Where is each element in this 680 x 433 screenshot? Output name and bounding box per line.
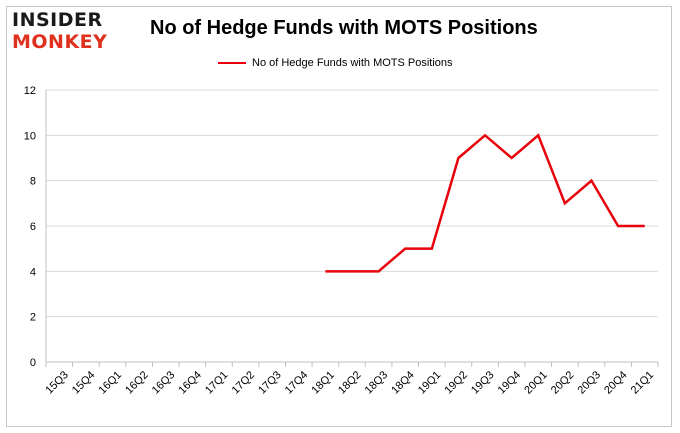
x-tick-label: 18Q4 [389,369,417,397]
x-tick-labels: 15Q3 15Q4 16Q1 16Q2 16Q3 16Q4 17Q1 17Q2 17Q3 17Q4… [43,369,656,397]
logo-text-insider: INSIDER [12,9,103,31]
x-tick-label: 15Q4 [70,369,98,397]
legend-line-swatch [218,62,246,64]
x-tick-label: 20Q1 [522,369,550,397]
y-tick-label: 6 [30,221,36,233]
logo-text-monkey: MONKEY [12,31,108,53]
chart-frame [6,6,672,427]
x-tick-label: 17Q1 [203,369,231,397]
x-tick-label: 15Q3 [43,369,71,397]
y-tick-label: 12 [24,85,36,97]
x-tick-label: 17Q3 [256,369,284,397]
y-tick-labels: 0 2 4 6 8 10 12 [24,85,36,369]
y-tick-label: 2 [30,312,36,324]
x-tick-label: 18Q2 [336,369,364,397]
y-tick-label: 8 [30,176,36,188]
x-tick-label: 19Q2 [442,369,470,397]
x-tick-label: 20Q2 [549,369,577,397]
x-tick-label: 16Q3 [150,369,178,397]
x-tick-label: 18Q3 [363,369,391,397]
x-tick-label: 21Q1 [629,369,657,397]
series-line-0 [325,133,645,273]
y-tick-label: 4 [30,266,36,278]
chart-legend: No of Hedge Funds with MOTS Positions [218,55,453,71]
x-tick-label: 17Q4 [283,369,311,397]
x-tick-label: 18Q1 [309,369,337,397]
x-tick-label: 17Q2 [230,369,258,397]
x-tick-label: 16Q2 [123,369,151,397]
x-tick-label: 19Q1 [416,369,444,397]
x-tick-label: 16Q4 [176,369,204,397]
series-lines [325,133,645,273]
x-tick-label: 16Q1 [97,369,125,397]
x-tick-label: 20Q4 [602,369,630,397]
chart-title: No of Hedge Funds with MOTS Positions [150,17,538,39]
y-tick-label: 10 [24,130,36,142]
legend-label: No of Hedge Funds with MOTS Positions [252,57,453,69]
x-tick-label: 19Q4 [496,369,524,397]
axes [45,90,659,367]
x-tick-label: 20Q3 [576,369,604,397]
y-tick-label: 0 [30,357,36,369]
insider-monkey-logo: INSIDER MONKEY [12,10,130,58]
x-tick-label: 19Q3 [469,369,497,397]
